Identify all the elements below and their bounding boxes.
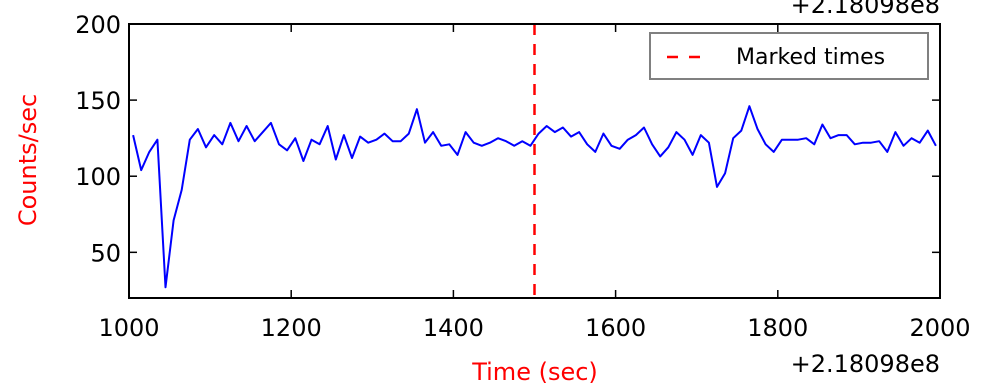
x-tick-label: 1800: [747, 314, 808, 342]
y-axis-label: Counts/sec: [14, 94, 42, 226]
plot-frame: [128, 23, 941, 299]
x-offset-label-top: +2.18098e8: [791, 0, 940, 19]
ticks-layer: 1000 1200 1400 1600 1800 2000 50 100 150 200: [75, 11, 970, 342]
series-layer: [132, 105, 937, 289]
y-tick-label: 50: [90, 239, 121, 267]
x-tick-label: 1600: [585, 314, 646, 342]
y-tick-label: 100: [75, 163, 121, 191]
x-axis-label: Time (sec): [471, 358, 598, 386]
x-tick-label: 1200: [261, 314, 322, 342]
x-tick-label: 1400: [423, 314, 484, 342]
x-tick-label: 1000: [98, 314, 159, 342]
x-tick-label: 2000: [909, 314, 970, 342]
y-tick-label: 150: [75, 87, 121, 115]
legend: Marked times: [649, 32, 929, 80]
legend-label: Marked times: [736, 45, 885, 70]
y-tick-label: 200: [75, 11, 121, 39]
series-line-0: [132, 105, 937, 289]
x-offset-label-bottom: +2.18098e8: [791, 350, 940, 378]
